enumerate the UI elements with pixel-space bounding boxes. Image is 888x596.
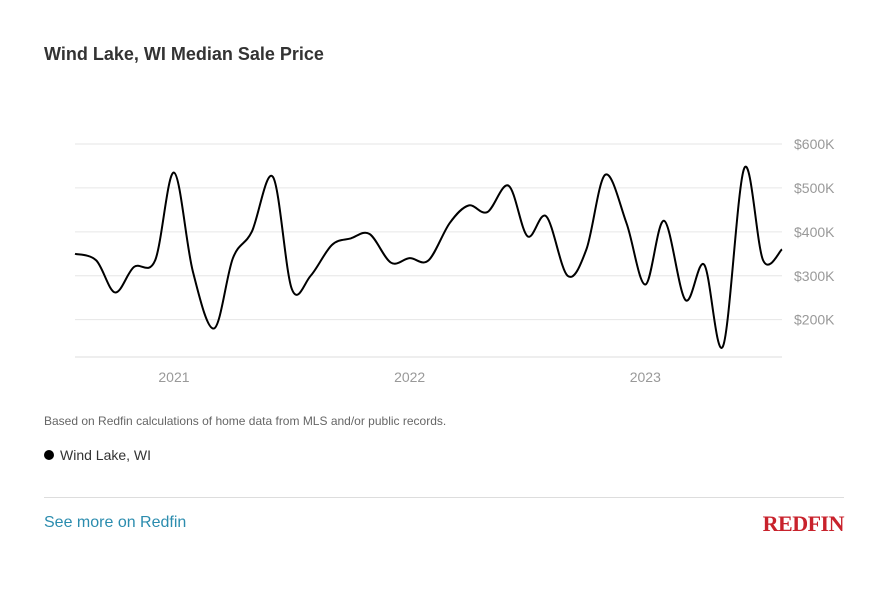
see-more-link[interactable]: See more on Redfin <box>44 514 187 531</box>
divider <box>44 497 844 498</box>
y-tick-label: $500K <box>794 180 835 196</box>
legend-dot-icon <box>44 450 54 460</box>
median-sale-price-chart: $200K $300K $400K $500K $600K 2021 2022 2023 <box>74 136 835 385</box>
redfin-logo: REDFIN <box>762 511 845 536</box>
data-source-note: Based on Redfin calculations of home dat… <box>44 414 447 428</box>
y-tick-label: $600K <box>794 136 835 152</box>
series-line-wind-lake <box>74 165 783 349</box>
y-tick-label: $400K <box>794 224 835 240</box>
legend-label: Wind Lake, WI <box>60 447 152 463</box>
x-axis-ticks: 2021 2022 2023 <box>158 369 661 385</box>
x-tick-label: 2021 <box>158 369 189 385</box>
x-tick-label: 2023 <box>630 369 661 385</box>
y-axis-ticks: $200K $300K $400K $500K $600K <box>794 136 835 328</box>
x-tick-label: 2022 <box>394 369 425 385</box>
y-tick-label: $300K <box>794 268 835 284</box>
legend: Wind Lake, WI <box>44 447 151 463</box>
chart-title: Wind Lake, WI Median Sale Price <box>44 44 324 64</box>
y-tick-label: $200K <box>794 312 835 328</box>
grid-lines <box>75 143 782 358</box>
